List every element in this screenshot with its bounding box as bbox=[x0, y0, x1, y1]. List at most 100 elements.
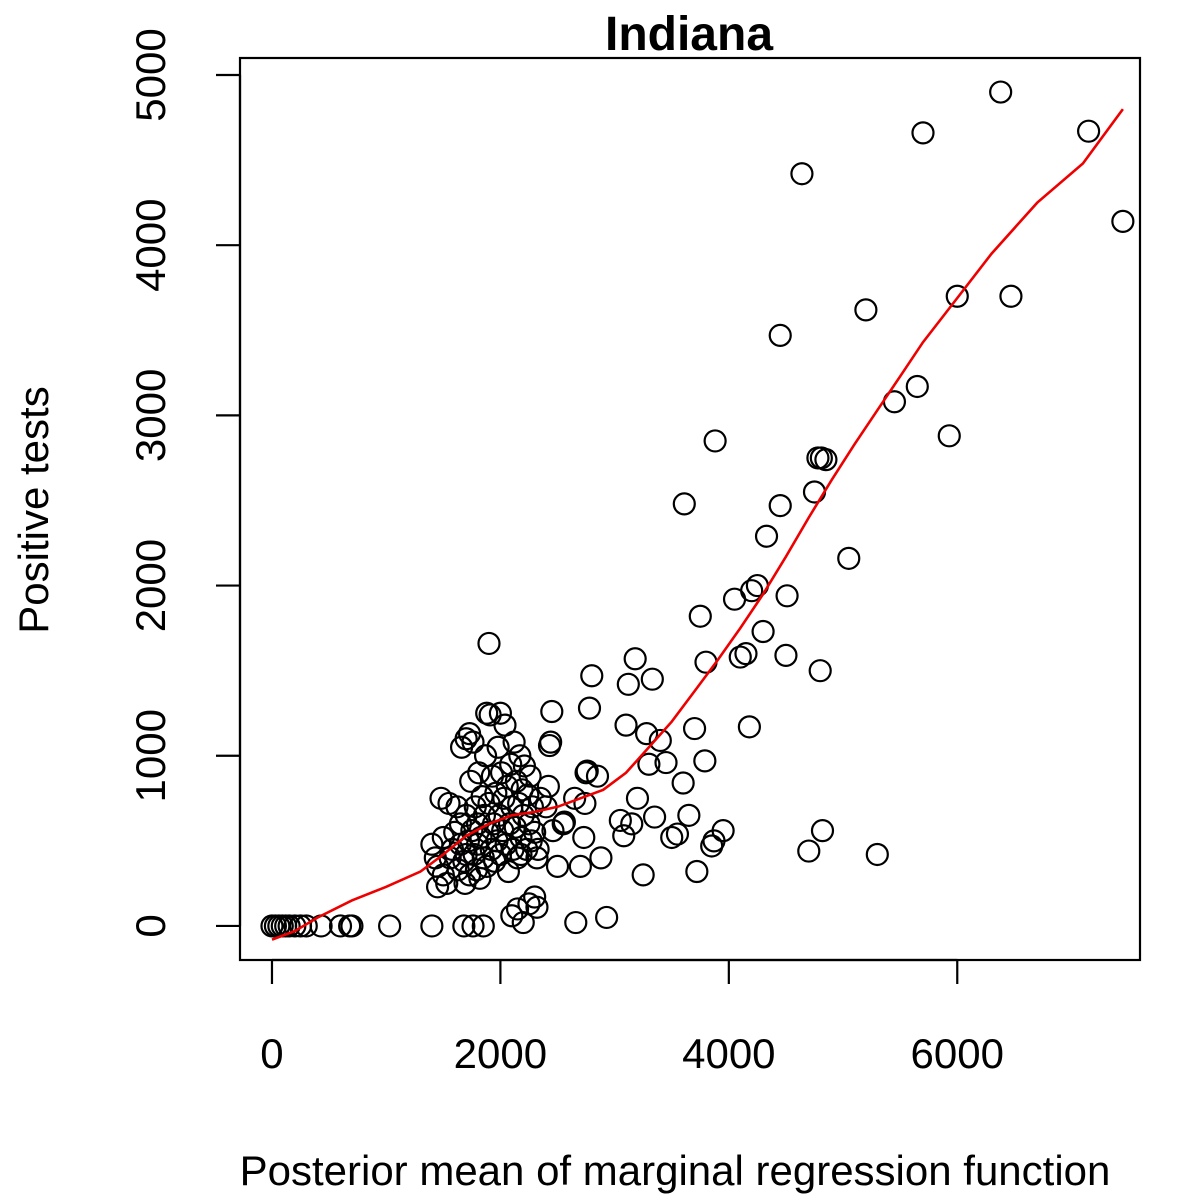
data-point bbox=[471, 914, 495, 938]
data-point bbox=[634, 722, 659, 746]
data-point bbox=[378, 914, 402, 938]
data-point bbox=[536, 774, 560, 799]
data-point bbox=[500, 904, 524, 928]
x-axis-label: Posterior mean of marginal regression fu… bbox=[240, 1147, 1111, 1194]
data-point bbox=[775, 584, 799, 608]
y-tick-label: 1000 bbox=[127, 709, 174, 802]
x-tick-label: 6000 bbox=[911, 1030, 1004, 1077]
data-point bbox=[499, 752, 523, 776]
data-point bbox=[751, 619, 775, 644]
data-point bbox=[539, 730, 563, 754]
data-point bbox=[672, 492, 696, 516]
y-tick-label: 3000 bbox=[127, 369, 174, 462]
data-point bbox=[608, 808, 632, 833]
data-point bbox=[640, 667, 664, 691]
data-point bbox=[520, 795, 544, 819]
data-point bbox=[660, 825, 684, 850]
data-point bbox=[572, 825, 596, 850]
data-point bbox=[518, 764, 542, 788]
data-point bbox=[685, 859, 709, 884]
data-point bbox=[459, 769, 483, 793]
data-point bbox=[545, 854, 570, 878]
data-point bbox=[728, 645, 752, 669]
data-point bbox=[585, 764, 610, 788]
data-point bbox=[614, 713, 638, 737]
data-point bbox=[454, 727, 478, 751]
data-point bbox=[768, 323, 792, 348]
data-point bbox=[711, 819, 735, 843]
data-point bbox=[814, 448, 838, 472]
data-point bbox=[623, 647, 647, 671]
data-point bbox=[420, 914, 444, 938]
data-point bbox=[937, 424, 961, 448]
data-point bbox=[437, 791, 461, 816]
data-point bbox=[1111, 209, 1135, 233]
x-tick-label: 0 bbox=[260, 1030, 283, 1077]
data-point bbox=[526, 837, 550, 861]
data-point bbox=[620, 812, 644, 836]
data-point bbox=[637, 752, 661, 776]
data-point bbox=[575, 759, 599, 783]
data-point bbox=[671, 771, 695, 795]
data-point bbox=[580, 664, 604, 688]
data-point bbox=[797, 839, 821, 863]
data-point bbox=[523, 820, 547, 844]
data-point bbox=[911, 121, 935, 145]
x-tick-label: 4000 bbox=[682, 1030, 775, 1077]
data-point bbox=[737, 715, 761, 739]
data-point bbox=[552, 810, 576, 834]
data-point bbox=[612, 824, 636, 848]
y-tick-label: 5000 bbox=[127, 28, 174, 121]
data-point bbox=[452, 914, 476, 938]
data-point bbox=[989, 80, 1013, 104]
data-point bbox=[802, 480, 827, 504]
data-point bbox=[625, 786, 650, 810]
data-point bbox=[754, 524, 779, 548]
chart-title: Indiana bbox=[605, 8, 773, 61]
data-point bbox=[688, 604, 712, 628]
data-point bbox=[294, 914, 318, 938]
data-point bbox=[837, 546, 861, 570]
data-point bbox=[497, 812, 522, 836]
data-point bbox=[461, 914, 485, 938]
data-point bbox=[502, 730, 526, 754]
data-point bbox=[905, 374, 929, 399]
data-point bbox=[505, 897, 530, 921]
data-point bbox=[654, 750, 678, 775]
data-point bbox=[475, 701, 499, 725]
y-axis: 0 1000 2000 3000 4000 5000 bbox=[127, 28, 242, 938]
y-tick-label: 2000 bbox=[127, 539, 174, 632]
data-point bbox=[865, 842, 889, 867]
x-axis: 0 2000 4000 6000 bbox=[260, 958, 1004, 1077]
data-point bbox=[694, 650, 718, 674]
data-point bbox=[563, 786, 587, 810]
data-point bbox=[810, 819, 835, 843]
data-point bbox=[648, 728, 672, 753]
data-point bbox=[509, 842, 533, 867]
data-point bbox=[525, 895, 549, 919]
data-point bbox=[595, 905, 619, 930]
data-point bbox=[1077, 119, 1101, 143]
data-point bbox=[509, 825, 533, 850]
data-point bbox=[577, 696, 602, 720]
data-point bbox=[774, 643, 798, 667]
x-tick-label: 2000 bbox=[454, 1030, 547, 1077]
data-point bbox=[540, 699, 564, 724]
data-point bbox=[631, 863, 655, 887]
data-point bbox=[665, 822, 690, 846]
y-tick-label: 0 bbox=[127, 914, 174, 937]
data-point bbox=[457, 722, 482, 746]
data-point bbox=[854, 298, 878, 322]
data-point bbox=[677, 803, 701, 827]
y-axis-label: Positive tests bbox=[10, 386, 57, 633]
data-point bbox=[740, 579, 764, 603]
data-point bbox=[808, 659, 832, 683]
data-point bbox=[523, 885, 547, 909]
data-point bbox=[693, 749, 717, 773]
data-point bbox=[999, 284, 1023, 308]
data-point bbox=[277, 914, 301, 938]
data-point bbox=[473, 744, 498, 768]
data-point bbox=[573, 791, 597, 816]
data-point bbox=[340, 914, 364, 938]
